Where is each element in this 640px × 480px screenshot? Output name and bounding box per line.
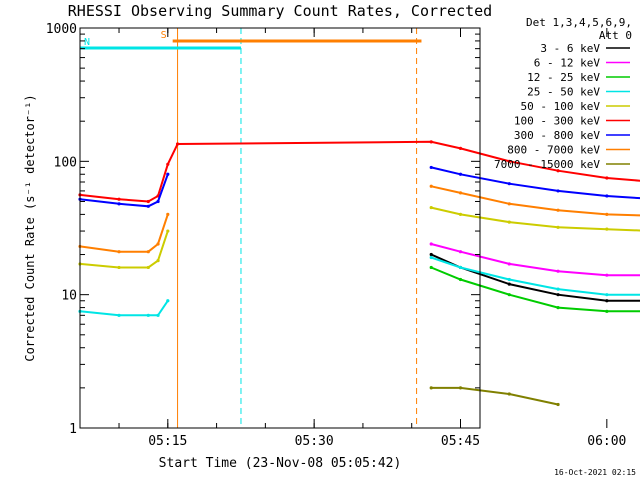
date-stamp: 16-Oct-2021 02:15 [554, 468, 636, 477]
series-line [430, 185, 640, 217]
legend-label: 100 - 300 keV [514, 115, 600, 128]
x-tick-label: 05:45 [441, 434, 480, 449]
chart-title: RHESSI Observing Summary Count Rates, Co… [68, 2, 492, 20]
legend-label: 7000 - 15000 keV [494, 158, 600, 171]
series-line [430, 253, 640, 302]
x-tick-label: 05:30 [295, 434, 334, 449]
y-tick-label: 10 [61, 289, 77, 304]
series-line [430, 243, 640, 277]
legend-header-line1: Det 1,3,4,5,6,9, [526, 16, 632, 29]
y-tick-label: 100 [54, 155, 77, 170]
series-line [430, 266, 640, 313]
series-line [430, 206, 640, 232]
series-line [79, 300, 169, 317]
legend-header-line2: Att 0 [599, 29, 632, 42]
legend-label: 50 - 100 keV [521, 100, 601, 113]
legend-label: 3 - 6 keV [540, 42, 600, 55]
y-axis-label: Corrected Count Rate (s⁻¹ detector⁻¹) [23, 94, 37, 361]
series-line [79, 140, 640, 203]
legend-label: 300 - 800 keV [514, 129, 600, 142]
x-tick-label: 06:00 [587, 434, 626, 449]
legend-label: 800 - 7000 keV [507, 144, 600, 157]
legend-label: 12 - 25 keV [527, 71, 600, 84]
flag-label: N [84, 37, 90, 48]
series-line [79, 230, 169, 269]
series-line [79, 214, 169, 253]
y-axis: 1 10 100 1000 [46, 22, 480, 437]
plot-area: SN [78, 28, 640, 428]
legend-label: 25 - 50 keV [527, 86, 600, 99]
series-line [79, 173, 169, 208]
legend-label: 6 - 12 keV [534, 57, 601, 70]
y-tick-label: 1000 [46, 22, 77, 37]
series-line [431, 386, 559, 406]
y-tick-label: 1 [69, 422, 77, 437]
flag-label: S [161, 30, 167, 41]
series-line [430, 166, 640, 200]
plot-frame [79, 27, 481, 429]
legend: Det 1,3,4,5,6,9, Att 0 3 - 6 keV 6 - 12 k… [494, 16, 632, 171]
x-tick-label: 05:15 [148, 434, 187, 449]
series-line [430, 256, 640, 296]
x-axis-label: Start Time (23-Nov-08 05:05:42) [159, 456, 402, 471]
